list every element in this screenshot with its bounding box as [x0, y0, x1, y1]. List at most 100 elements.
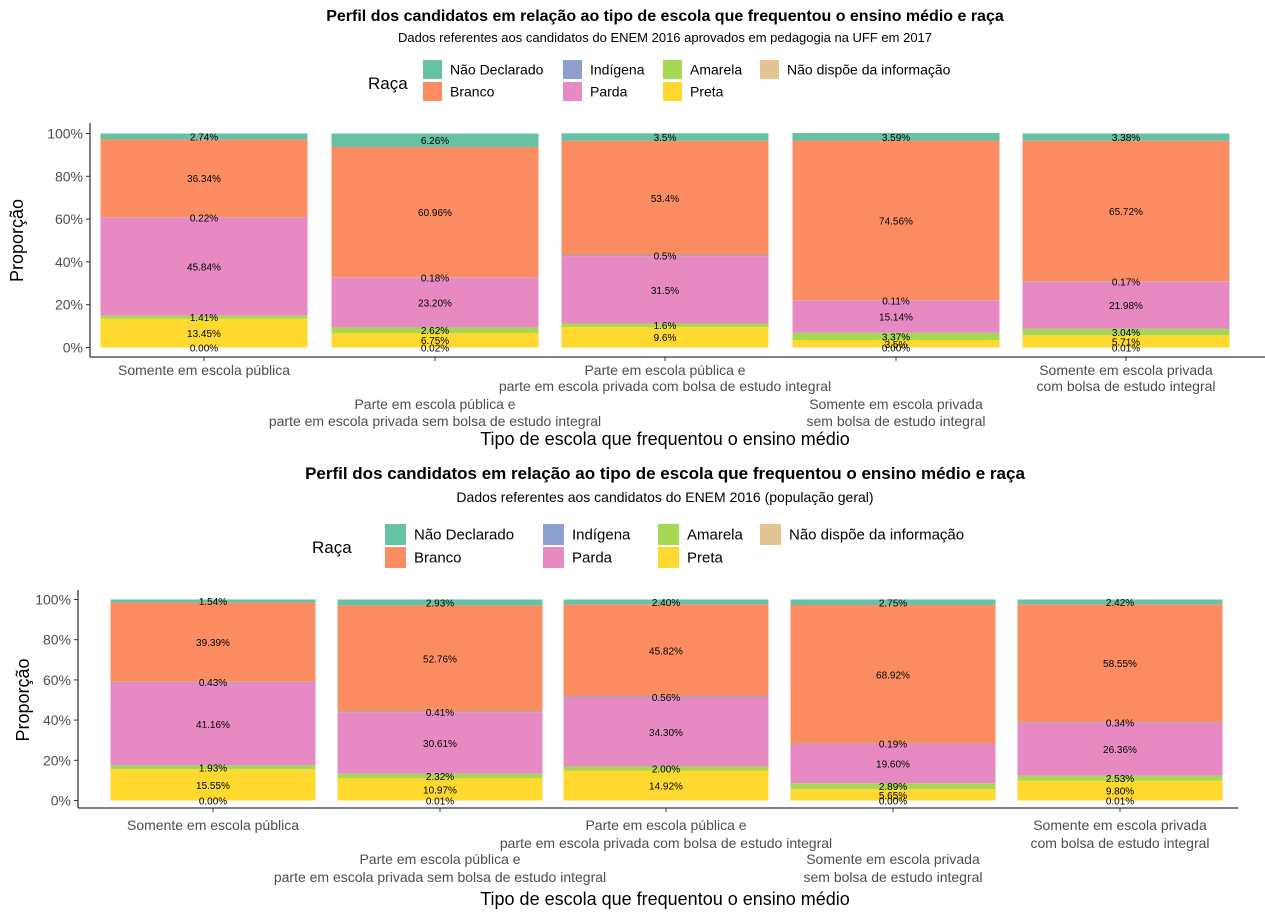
legend-swatch-preta: [658, 547, 679, 568]
bar-segment-nao_declarado: [563, 599, 769, 605]
chart-1: Perfil dos candidatos em relação ao tipo…: [7, 8, 1265, 449]
y-tick-label: 100%: [35, 592, 71, 608]
x-tick-label: Somente em escola pública: [127, 817, 299, 833]
data-label-amarela: 2.53%: [1106, 774, 1134, 785]
bar-segment-preta: [790, 789, 996, 801]
legend-label-preta: Preta: [690, 84, 724, 100]
data-label-preta: 13.45%: [187, 329, 221, 340]
data-label-amarela: 2.00%: [652, 765, 680, 776]
legend-swatch-nao_dispoe: [760, 60, 779, 79]
x-axis-label: Tipo de escola que frequentou o ensino m…: [480, 889, 850, 909]
y-tick-label: 40%: [55, 254, 83, 270]
legend-swatch-parda: [543, 547, 564, 568]
bar-segment-amarela: [792, 332, 1000, 341]
bar-stack-1: 0.00% 15.55% 1.93% 41.16% 0.43% 39.39% 1.54%: [110, 597, 316, 808]
data-label-amarela: 2.32%: [426, 772, 454, 783]
bar-segment-amarela: [563, 766, 769, 771]
bar-segment-branco: [561, 140, 769, 256]
data-label-nao_declarado: 2.75%: [879, 598, 907, 609]
bar-segment-nao_declarado: [337, 599, 543, 606]
data-label-nao_declarado: 3.38%: [1112, 133, 1140, 144]
x-tick-label: Somente em escola privada: [806, 851, 980, 867]
bar-segment-nao_declarado: [561, 133, 769, 141]
chart-subtitle: Dados referentes aos candidatos do ENEM …: [398, 30, 932, 45]
legend-swatch-amarela: [658, 524, 679, 545]
data-label-nao_declarado: 6.26%: [421, 136, 449, 147]
legend-label-indigena: Indígena: [572, 527, 631, 544]
bar-segment-indigena: [563, 696, 769, 698]
x-tick-label: Parte em escola pública e: [584, 362, 745, 378]
legend-swatch-branco: [385, 547, 406, 568]
bar-segment-parda: [561, 256, 769, 324]
data-label-indigena: 0.17%: [1112, 278, 1140, 289]
data-label-nao_dispoe: 0.00%: [190, 344, 218, 355]
legend-title: Raça: [312, 538, 352, 557]
data-label-indigena: 0.22%: [190, 213, 218, 224]
data-label-parda: 31.5%: [651, 286, 679, 297]
bar-segment-branco: [1017, 604, 1223, 723]
bar-stack-5: 0.01%5.71%3.04% 21.98% 0.17% 65.72% 3.38%: [1022, 133, 1230, 354]
y-tick-label: 60%: [55, 211, 83, 227]
bar-stack-4: 0.00%5.65%2.89% 19.60% 0.19% 68.92% 2.75%: [790, 598, 996, 808]
bar-stack-1: 0.00% 13.45% 1.41% 45.84% 0.22% 36.34% 2.74%: [100, 132, 308, 355]
bar-segment-amarela: [100, 315, 308, 319]
data-label-parda: 30.61%: [423, 739, 457, 750]
legend-swatch-branco: [423, 82, 442, 101]
legend-swatch-indigena: [563, 60, 582, 79]
legend-swatch-parda: [563, 82, 582, 101]
data-label-indigena: 0.18%: [421, 274, 449, 285]
bar-segment-parda: [563, 697, 769, 767]
bar-segment-amarela: [561, 323, 769, 327]
data-label-branco: 36.34%: [187, 174, 221, 185]
x-tick-label: Somente em escola privada: [809, 396, 983, 412]
data-label-nao_dispoe: 0.00%: [199, 797, 227, 808]
data-label-nao_declarado: 2.74%: [190, 132, 218, 143]
bar-stack-3: 9.6%1.6% 31.5% 0.5% 53.4% 3.5%: [561, 133, 769, 348]
bar-segment-preta: [110, 769, 316, 801]
data-label-parda: 45.84%: [187, 263, 221, 274]
data-label-nao_dispoe: 0.00%: [879, 797, 907, 808]
bars: 0.00%13.45%1.41%45.84%0.22%36.34%2.74%0.…: [100, 132, 1230, 355]
data-label-indigena: 0.19%: [879, 740, 907, 751]
data-label-preta: 9.6%: [654, 333, 677, 344]
data-label-nao_dispoe: 0.01%: [1112, 343, 1140, 354]
data-label-preta: 9.80%: [1106, 787, 1134, 798]
data-label-branco: 58.55%: [1103, 659, 1137, 670]
data-label-nao_dispoe: 0.01%: [1106, 796, 1134, 807]
data-label-branco: 74.56%: [879, 216, 913, 227]
legend-swatch-amarela: [663, 60, 682, 79]
legend-label-branco: Branco: [450, 84, 495, 100]
x-tick-label: Somente em escola privada: [1033, 817, 1207, 833]
bar-segment-nao_declarado: [110, 599, 316, 603]
data-label-parda: 19.60%: [876, 760, 910, 771]
bar-stack-4: 0.00%3.5%3.37% 15.14% 0.11% 74.56% 3.59%: [792, 133, 1000, 355]
bar-segment-preta: [331, 333, 539, 348]
y-tick-label: 20%: [55, 297, 83, 313]
bar-segment-parda: [790, 743, 996, 784]
legend-label-amarela: Amarela: [687, 527, 744, 544]
bar-segment-amarela: [1022, 328, 1230, 336]
legend-label-amarela: Amarela: [690, 62, 742, 78]
bar-segment-preta: [1017, 780, 1223, 801]
data-label-branco: 45.82%: [649, 646, 683, 657]
bar-segment-parda: [1017, 722, 1223, 776]
data-label-preta: 5.65%: [879, 791, 907, 802]
legend-label-nao_declarado: Não Declarado: [450, 62, 544, 78]
data-label-amarela: 1.6%: [654, 321, 677, 332]
legend-swatch-indigena: [543, 524, 564, 545]
data-label-amarela: 1.93%: [199, 763, 227, 774]
bar-segment-nao_declarado: [1022, 133, 1230, 141]
bar-segment-indigena: [337, 711, 543, 713]
legend-label-nao_declarado: Não Declarado: [414, 527, 514, 544]
data-label-branco: 60.96%: [418, 208, 452, 219]
data-label-indigena: 0.43%: [199, 678, 227, 689]
bar-segment-parda: [792, 300, 1000, 333]
bar-segment-indigena: [1017, 722, 1223, 723]
bar-segment-indigena: [561, 255, 769, 257]
data-label-preta: 3.5%: [885, 340, 908, 351]
data-label-branco: 65.72%: [1109, 207, 1143, 218]
legend-swatch-nao_declarado: [385, 524, 406, 545]
data-label-indigena: 0.56%: [652, 693, 680, 704]
data-label-amarela: 3.04%: [1112, 328, 1140, 339]
